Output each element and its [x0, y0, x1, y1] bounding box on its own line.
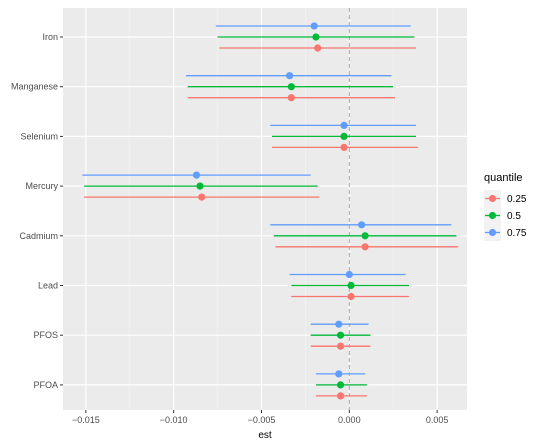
y-tick-label-pfoa: PFOA: [33, 380, 58, 390]
y-tick-label-manganese: Manganese: [11, 82, 58, 92]
point-manganese-0.75: [285, 72, 294, 80]
x-axis-title: est: [258, 430, 272, 441]
legend-label-0.25: 0.25: [507, 194, 527, 205]
point-pfoa-0.25: [336, 392, 345, 400]
point-selenium-0.25: [340, 143, 348, 151]
legend-key-point: [488, 194, 497, 203]
point-selenium-0.5: [340, 132, 348, 140]
point-iron-0.75: [310, 22, 318, 30]
series-0.75: [82, 22, 452, 378]
point-pfoa-0.75: [335, 370, 343, 378]
point-pfoa-0.5: [336, 381, 345, 389]
legend-title: quantile: [484, 172, 523, 184]
x-tick-label: −0.005: [248, 415, 276, 425]
plot-panel-layer: [63, 8, 467, 410]
y-tick-label-lead: Lead: [38, 281, 58, 291]
point-cadmium-0.75: [358, 221, 366, 229]
point-lead-0.75: [345, 270, 353, 279]
series-layer: [82, 22, 459, 400]
series-0.5: [84, 33, 457, 389]
y-axis: Iron Manganese Selenium Mercury Cadmium Lead P…: [11, 32, 63, 390]
point-manganese-0.5: [287, 83, 295, 91]
point-pfos-0.5: [336, 331, 345, 339]
x-tick-label: 0.000: [338, 415, 361, 425]
plot-panel: [63, 8, 467, 410]
legend-key-point: [488, 211, 497, 220]
point-selenium-0.75: [340, 121, 348, 129]
point-lead-0.5: [347, 281, 355, 290]
x-tick-label: −0.010: [160, 415, 188, 425]
y-tick-label-pfos: PFOS: [33, 330, 58, 340]
legend-label-0.5: 0.5: [507, 211, 521, 222]
point-cadmium-0.5: [361, 232, 369, 240]
y-tick-label-iron: Iron: [42, 32, 58, 42]
y-tick-label-mercury: Mercury: [25, 181, 58, 191]
legend-label-0.75: 0.75: [507, 228, 527, 239]
point-cadmium-0.25: [361, 243, 369, 251]
x-tick-label: 0.005: [426, 415, 449, 425]
legend-key-point: [488, 228, 497, 237]
point-manganese-0.25: [287, 94, 295, 102]
point-pfos-0.75: [335, 320, 343, 328]
y-tick-label-cadmium: Cadmium: [19, 231, 58, 241]
y-tick-label-selenium: Selenium: [20, 131, 58, 141]
point-pfos-0.25: [336, 342, 345, 350]
point-mercury-0.25: [198, 193, 206, 201]
x-axis: −0.015 −0.010 −0.005 0.000 0.005: [72, 410, 448, 425]
x-tick-label: −0.015: [72, 415, 100, 425]
point-lead-0.25: [347, 292, 355, 301]
point-iron-0.5: [312, 33, 320, 41]
series-0.25: [84, 44, 459, 400]
legend: quantile 0.25 0.5 0.75: [480, 160, 548, 242]
point-mercury-0.75: [192, 171, 201, 179]
point-mercury-0.5: [196, 182, 204, 190]
point-iron-0.25: [314, 44, 322, 52]
